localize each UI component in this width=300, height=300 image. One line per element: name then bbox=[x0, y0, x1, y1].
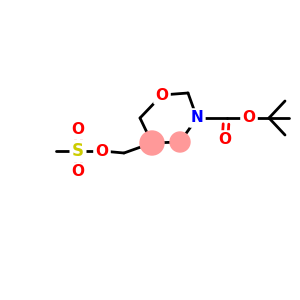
Text: O: O bbox=[71, 122, 85, 137]
Text: O: O bbox=[95, 143, 109, 158]
Text: O: O bbox=[242, 110, 256, 125]
Text: O: O bbox=[218, 133, 232, 148]
Circle shape bbox=[170, 132, 190, 152]
Circle shape bbox=[140, 131, 164, 155]
Text: O: O bbox=[155, 88, 169, 103]
Text: N: N bbox=[190, 110, 203, 125]
Text: O: O bbox=[71, 164, 85, 179]
Text: S: S bbox=[72, 142, 84, 160]
